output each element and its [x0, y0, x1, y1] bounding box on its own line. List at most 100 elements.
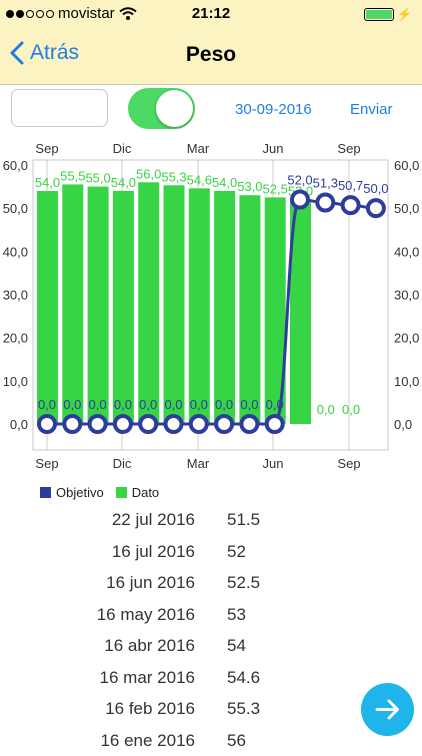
arrow-right-icon [375, 699, 399, 720]
legend-swatch-objetivo [40, 487, 51, 498]
bar [264, 197, 286, 424]
y-tick-label-left: 0,0 [10, 417, 28, 432]
x-tick-label-bottom: Mar [187, 456, 210, 471]
entry-value: 53 [227, 605, 246, 624]
bar-value-label: 54,6 [187, 172, 212, 187]
objective-value-label: 0,0 [215, 397, 233, 412]
y-tick-label-right: 50,0 [394, 201, 419, 216]
bar [163, 185, 185, 424]
objective-value-label: 0,0 [266, 397, 284, 412]
send-button[interactable]: Enviar [350, 101, 393, 118]
y-tick-label-right: 40,0 [394, 244, 419, 259]
x-tick-label-top: Sep [337, 141, 360, 156]
list-item[interactable]: 16 jun 2016 52.5 [0, 568, 422, 598]
list-item[interactable]: 16 feb 2016 55.3 [0, 694, 422, 724]
objective-point [365, 198, 386, 219]
bar-value-label: 52,5 [263, 181, 288, 196]
bar [62, 184, 84, 424]
page-title: Peso [185, 43, 237, 66]
x-tick-label-top: Mar [187, 141, 210, 156]
bar-value-label: 53,0 [237, 179, 262, 194]
objective-value-label: 0,0 [240, 397, 258, 412]
list-item[interactable]: 16 ene 2016 56 [0, 726, 422, 756]
list-item[interactable]: 16 mar 2016 54.6 [0, 663, 422, 693]
objective-value-label: 0,0 [63, 397, 81, 412]
bar-value-label: 0,0 [342, 402, 360, 417]
bar [188, 188, 210, 424]
list-item[interactable]: 22 jul 2016 51.5 [0, 505, 422, 535]
entry-value: 56 [227, 731, 246, 750]
x-tick-label-top: Sep [35, 141, 58, 156]
y-tick-label-right: 0,0 [394, 417, 412, 432]
entry-date: 16 jun 2016 [106, 573, 195, 592]
objective-value-label: 0,0 [114, 397, 132, 412]
objective-point [163, 414, 184, 434]
bar [87, 186, 109, 424]
weight-input[interactable] [11, 89, 108, 127]
y-tick-label-left: 20,0 [3, 331, 28, 346]
legend-swatch-dato [115, 487, 127, 498]
navigation-bar: Atrás Peso [0, 28, 422, 85]
list-item[interactable]: 16 jul 2016 52 [0, 537, 422, 567]
x-tick-label-bottom: Jun [263, 456, 284, 471]
objective-value-label: 0,0 [38, 397, 56, 412]
objective-point [214, 414, 235, 434]
status-bar: movistar 21:12 ⚡ [0, 0, 422, 28]
entry-value: 51.5 [227, 510, 261, 529]
y-tick-label-left: 30,0 [3, 288, 28, 303]
entry-value: 54 [227, 636, 246, 655]
list-item[interactable]: 16 may 2016 53 [0, 600, 422, 630]
y-tick-label-left: 40,0 [3, 244, 28, 259]
status-left: movistar [6, 5, 137, 22]
x-tick-label-top: Jun [263, 141, 284, 156]
chevron-left-icon [10, 41, 24, 65]
x-tick-label-bottom: Dic [113, 456, 132, 471]
legend-label-dato: Dato [131, 485, 160, 500]
bar-value-label: 0,0 [317, 402, 335, 417]
bar [214, 190, 236, 424]
entry-date: 16 feb 2016 [105, 699, 195, 718]
objective-value-label: 50,0 [363, 181, 388, 196]
objective-value-label: 50,7 [338, 178, 363, 193]
bar-value-label: 54,0 [212, 175, 237, 190]
y-tick-label-right: 60,0 [394, 158, 419, 173]
objective-value-label: 51,3 [313, 176, 338, 191]
objective-point [340, 195, 361, 216]
bar-value-label: 54,0 [35, 175, 60, 190]
bar [138, 182, 160, 424]
status-time: 21:12 [191, 5, 231, 22]
carrier-name: movistar [58, 5, 115, 22]
bar [239, 195, 261, 424]
bar-value-label: 55,3 [161, 169, 186, 184]
y-tick-label-left: 60,0 [3, 158, 28, 173]
objective-point [62, 414, 83, 434]
weight-chart: 0,0 10,0 20,0 30,0 40,0 50,0 60,0 0,0 10,0 20,0 30… [3, 141, 420, 471]
toggle-knob [156, 90, 193, 127]
y-tick-label-right: 10,0 [394, 374, 419, 389]
objective-point [188, 414, 209, 434]
entry-date: 16 may 2016 [96, 605, 195, 624]
toggle-switch[interactable] [128, 88, 195, 129]
entry-date: 16 jul 2016 [111, 542, 195, 561]
bar-value-label: 55,5 [60, 168, 85, 183]
objective-point [37, 414, 57, 434]
bar-value-label: 55,0 [85, 171, 110, 186]
entry-value: 54.6 [227, 668, 261, 687]
bar-value-label: 54,0 [111, 175, 136, 190]
date-selector[interactable]: 30-09-2016 [235, 101, 312, 118]
bar [37, 190, 58, 424]
entry-value: 52 [227, 542, 246, 561]
objective-value-label: 0,0 [139, 397, 157, 412]
objective-value-label: 0,0 [89, 397, 107, 412]
back-label: Atrás [30, 41, 80, 64]
bar [290, 199, 311, 424]
bar-value-label: 56,0 [136, 166, 161, 181]
y-tick-label-left: 50,0 [3, 201, 28, 216]
entry-value: 52.5 [227, 573, 261, 592]
objective-point [239, 414, 260, 434]
objective-point [87, 414, 108, 434]
back-button[interactable]: Atrás [10, 41, 79, 65]
next-button[interactable] [361, 683, 414, 736]
objective-point [315, 192, 336, 213]
list-item[interactable]: 16 abr 2016 54 [0, 631, 422, 661]
